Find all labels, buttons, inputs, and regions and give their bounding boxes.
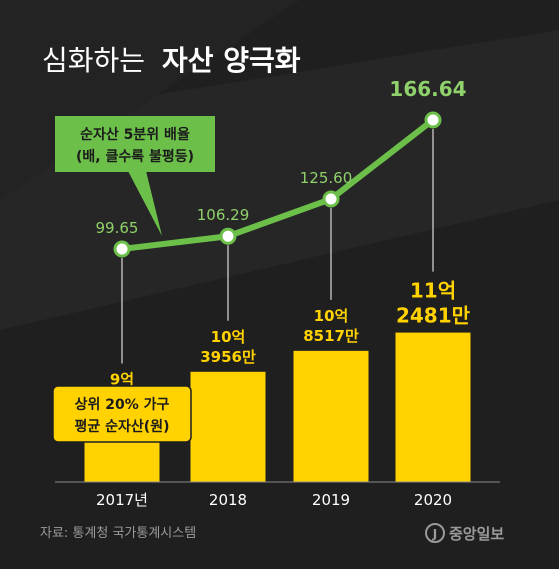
callout-frame bbox=[55, 116, 215, 172]
line-point bbox=[113, 240, 131, 258]
x-tick-label: 2019 bbox=[312, 491, 350, 509]
line-point bbox=[322, 190, 340, 208]
source-note: 자료: 통계청 국가통계시스템 bbox=[40, 526, 196, 541]
bar bbox=[293, 350, 369, 482]
bar-value-label: 2481만 bbox=[396, 304, 471, 328]
bar-value-label: 3956만 bbox=[200, 348, 256, 366]
callout-box: 순자산 5분위 배율 (배, 클수록 불평등) bbox=[55, 116, 215, 236]
bars-layer: 9억4670만10억3956만10억8517만11억2481만 bbox=[84, 279, 471, 482]
line-series bbox=[119, 117, 436, 252]
line-value-label: 125.60 bbox=[300, 169, 353, 187]
callout-pointer bbox=[128, 171, 162, 236]
legend-line-1: 상위 20% 가구 bbox=[75, 397, 170, 413]
x-tick-label: 2020 bbox=[414, 491, 452, 509]
x-tick-label: 2018 bbox=[209, 491, 247, 509]
headline-light: 심화하는 bbox=[42, 44, 145, 77]
x-tick-label: 2017년 bbox=[96, 491, 148, 509]
bar bbox=[190, 371, 266, 482]
bar-value-label: 10억 bbox=[211, 328, 246, 346]
callout-line-1: 순자산 5분위 배율 bbox=[80, 126, 190, 143]
legend-line-2: 평균 순자산(원) bbox=[75, 418, 170, 435]
line-value-label: 99.65 bbox=[96, 219, 139, 237]
headline: 심화하는 자산 양극화 bbox=[42, 44, 301, 77]
line-value-label: 106.29 bbox=[197, 206, 250, 224]
logo-text: 중앙일보 bbox=[449, 525, 504, 543]
line-point bbox=[424, 111, 442, 129]
bar-value-label: 10억 bbox=[314, 307, 349, 325]
x-tick-labels: 2017년 2018 2019 2020 bbox=[96, 491, 452, 509]
bar-value-label: 11억 bbox=[410, 279, 456, 303]
line-layer: 99.65 106.29 125.60 166.64 bbox=[96, 77, 467, 364]
line-value-label: 166.64 bbox=[389, 77, 466, 101]
bar-value-label: 8517만 bbox=[303, 327, 359, 345]
bar bbox=[395, 332, 471, 482]
line-point bbox=[219, 227, 237, 245]
bar-value-label: 9억 bbox=[110, 371, 134, 389]
logo-mark-letter: J bbox=[432, 527, 437, 541]
logo-mark-icon bbox=[425, 523, 445, 543]
legend-box: 상위 20% 가구 평균 순자산(원) bbox=[52, 385, 192, 443]
headline-bold: 자산 양극화 bbox=[162, 44, 301, 77]
publisher-logo: J 중앙일보 bbox=[425, 523, 504, 543]
legend-box-frame bbox=[52, 385, 192, 443]
callout-line-2: (배, 클수록 불평등) bbox=[76, 148, 194, 165]
